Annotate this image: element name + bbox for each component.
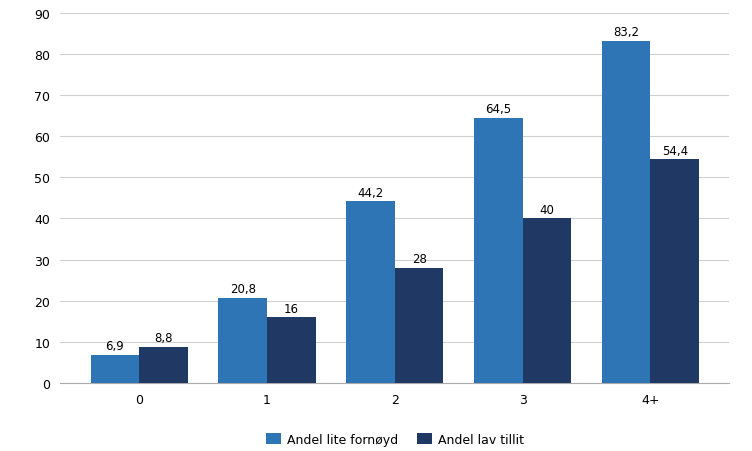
- Bar: [650, 160, 699, 383]
- Bar: [523, 219, 572, 383]
- Text: 40: 40: [539, 203, 554, 216]
- Text: 44,2: 44,2: [357, 186, 384, 199]
- Legend: Andel lite fornøyd, Andel lav tillit: Andel lite fornøyd, Andel lav tillit: [261, 428, 529, 451]
- Text: 6,9: 6,9: [105, 340, 124, 353]
- Text: 28: 28: [411, 253, 426, 266]
- Text: 8,8: 8,8: [154, 332, 173, 345]
- Text: 64,5: 64,5: [485, 103, 511, 116]
- Bar: [395, 268, 444, 383]
- Text: 20,8: 20,8: [229, 282, 256, 295]
- Text: 83,2: 83,2: [613, 26, 639, 39]
- Bar: [267, 318, 316, 383]
- Text: 54,4: 54,4: [662, 144, 688, 157]
- Bar: [218, 298, 267, 383]
- Bar: [139, 347, 188, 383]
- Bar: [346, 202, 395, 383]
- Bar: [90, 355, 139, 383]
- Text: 16: 16: [284, 302, 299, 315]
- Bar: [602, 41, 650, 383]
- Bar: [474, 118, 523, 383]
